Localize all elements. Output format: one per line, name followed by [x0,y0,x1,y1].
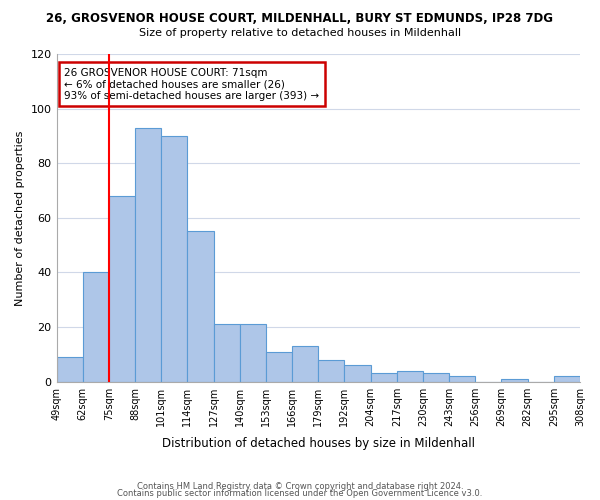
Bar [397,370,423,382]
Bar [83,272,109,382]
Bar [371,374,397,382]
Bar [266,352,292,382]
X-axis label: Distribution of detached houses by size in Mildenhall: Distribution of detached houses by size … [162,437,475,450]
Y-axis label: Number of detached properties: Number of detached properties [15,130,25,306]
Bar [423,374,449,382]
Bar [318,360,344,382]
Text: 26 GROSVENOR HOUSE COURT: 71sqm
← 6% of detached houses are smaller (26)
93% of : 26 GROSVENOR HOUSE COURT: 71sqm ← 6% of … [64,68,320,101]
Bar [292,346,318,382]
Bar [109,196,135,382]
Bar [187,232,214,382]
Text: Size of property relative to detached houses in Mildenhall: Size of property relative to detached ho… [139,28,461,38]
Bar [135,128,161,382]
Bar [240,324,266,382]
Text: 26, GROSVENOR HOUSE COURT, MILDENHALL, BURY ST EDMUNDS, IP28 7DG: 26, GROSVENOR HOUSE COURT, MILDENHALL, B… [47,12,554,26]
Bar [56,357,83,382]
Text: Contains public sector information licensed under the Open Government Licence v3: Contains public sector information licen… [118,490,482,498]
Bar [344,366,371,382]
Text: Contains HM Land Registry data © Crown copyright and database right 2024.: Contains HM Land Registry data © Crown c… [137,482,463,491]
Bar [502,379,527,382]
Bar [449,376,475,382]
Bar [554,376,580,382]
Bar [161,136,187,382]
Bar [214,324,240,382]
